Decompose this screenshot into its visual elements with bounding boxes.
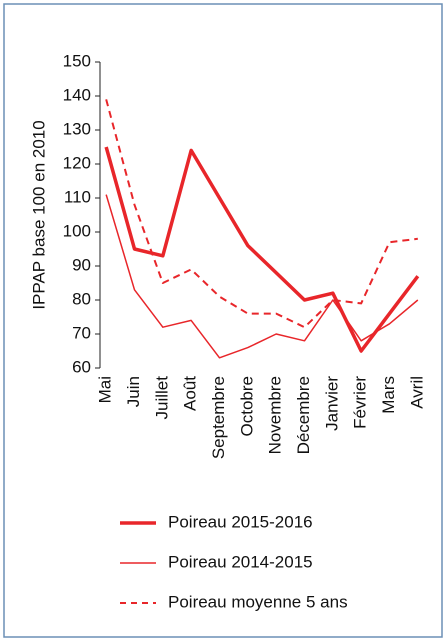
y-tick-label: 70 <box>72 323 91 342</box>
y-tick-label: 110 <box>64 187 91 206</box>
frame <box>3 3 443 638</box>
x-tick-label: Octobre <box>237 376 256 436</box>
x-tick-label: Août <box>181 376 200 411</box>
legend-label: Poireau 2015-2016 <box>168 512 313 531</box>
y-tick-label: 130 <box>63 119 91 138</box>
x-tick-label: Mars <box>379 376 398 414</box>
x-tick-label: Décembre <box>294 376 313 454</box>
x-tick-label: Janvier <box>322 376 341 431</box>
y-axis-label: IPPAP base 100 en 2010 <box>29 120 48 309</box>
series-line <box>104 146 420 353</box>
y-tick-label: 150 <box>63 51 91 70</box>
y-tick-label: 80 <box>72 289 91 308</box>
y-tick-label: 60 <box>72 357 91 376</box>
x-tick-label: Juillet <box>152 376 171 420</box>
series-line <box>105 194 419 359</box>
series-line <box>105 99 418 329</box>
y-tick-label: 140 <box>63 85 91 104</box>
legend-label: Poireau moyenne 5 ans <box>168 592 348 611</box>
legend-label: Poireau 2014-2015 <box>168 552 313 571</box>
y-tick-label: 120 <box>63 153 91 172</box>
y-tick-label: 100 <box>63 221 91 240</box>
y-tick-label: 90 <box>72 255 91 274</box>
x-tick-label: Février <box>351 376 370 429</box>
x-tick-label: Novembre <box>266 376 285 454</box>
x-tick-label: Avril <box>407 376 426 409</box>
x-tick-label: Septembre <box>209 376 228 459</box>
x-tick-label: Mai <box>96 376 115 403</box>
x-tick-label: Juin <box>124 376 143 407</box>
